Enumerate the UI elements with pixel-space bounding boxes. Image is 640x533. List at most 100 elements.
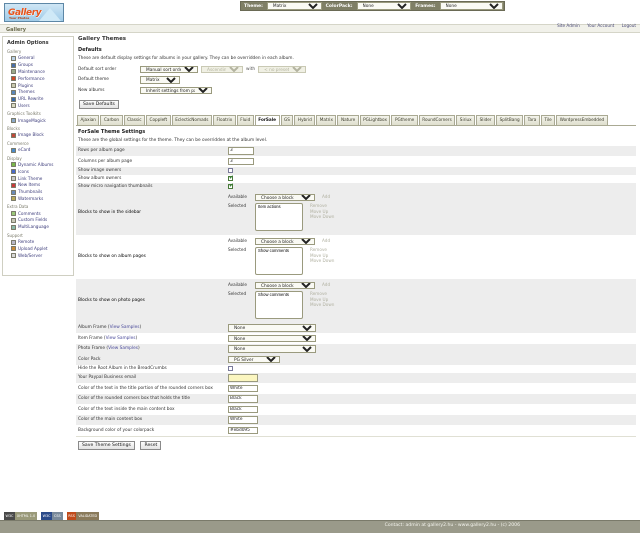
breadcrumb[interactable]: Gallery (6, 26, 27, 33)
sidebar-item-dynamic-albums[interactable]: Dynamic Albums (6, 162, 70, 169)
sidebar-item-users[interactable]: Users (6, 102, 70, 109)
sidebar-item-remote[interactable]: Remote (6, 239, 70, 246)
view-samples-link[interactable]: View Samples (109, 325, 140, 331)
color-pack-select[interactable]: PG Silver (228, 355, 280, 363)
move-down-link[interactable]: Move Down (310, 302, 335, 308)
available-block-select[interactable]: Choose a block (255, 237, 315, 246)
colorpack-select[interactable]: None (356, 2, 412, 10)
tab-nature[interactable]: Nature (337, 114, 359, 125)
remove-block-link[interactable]: Remove (310, 291, 327, 297)
selected-blocks-list[interactable]: Show comments (255, 247, 303, 276)
sidebar-item-performance[interactable]: Performance (6, 75, 70, 82)
sidebar-item-comments[interactable]: Comments (6, 210, 70, 217)
sidebar-item-watermarks[interactable]: Watermarks (6, 196, 70, 203)
tab-splitbang[interactable]: SplitBang (496, 114, 524, 125)
sidebar-item-icons[interactable]: Icons (6, 168, 70, 175)
tab-hybrid[interactable]: Hybrid (294, 114, 316, 125)
tab-matrix[interactable]: Matrix (316, 114, 337, 125)
your-account-link[interactable]: Your Account (587, 23, 615, 28)
save-theme-settings-button[interactable]: Save Theme Settings (78, 440, 135, 450)
selected-blocks-list[interactable]: Item actions (255, 203, 303, 232)
tab-pglightbox[interactable]: PGLightbox (359, 114, 391, 125)
validation-badge[interactable]: RSS VALIDATED (66, 512, 100, 520)
frame-select[interactable]: None (228, 345, 316, 353)
site-admin-link[interactable]: Site Admin (557, 23, 580, 28)
theme-select[interactable]: Matrix (266, 2, 322, 10)
setting-input[interactable] (228, 147, 254, 155)
tab-tile[interactable]: Tile (540, 114, 556, 125)
sidebar-item-multilanguage[interactable]: MultiLanguage (6, 224, 70, 231)
tab-tara[interactable]: Tara (524, 114, 540, 125)
save-defaults-button[interactable]: Save Defaults (79, 99, 119, 109)
view-samples-link[interactable]: View Samples (108, 346, 138, 352)
tab-slider[interactable]: Slider (476, 114, 496, 125)
setting-checkbox[interactable] (228, 183, 234, 189)
tab-siriux[interactable]: Siriux (456, 114, 476, 125)
sidebar-item-imagemagick[interactable]: ImageMagick (6, 117, 70, 124)
setting-checkbox[interactable] (228, 168, 233, 173)
tab-carbon[interactable]: Carbon (100, 114, 123, 125)
preset-select[interactable]: < no preset > (258, 65, 307, 73)
sidebar-item-custom-fields[interactable]: Custom Fields (6, 217, 70, 224)
tab-classic[interactable]: Classic (123, 114, 146, 125)
sidebar-item-ecard[interactable]: eCard (6, 147, 70, 154)
tab-forsale[interactable]: ForSale (254, 114, 280, 125)
sidebar-item-web-server[interactable]: Web/Server (6, 252, 70, 259)
tab-fluid[interactable]: Fluid (236, 114, 254, 125)
available-block-select[interactable]: Choose a block (255, 193, 315, 202)
tab-floatrix[interactable]: Floatrix (212, 114, 236, 125)
frames-select[interactable]: None (439, 2, 503, 10)
move-up-link[interactable]: Move Up (310, 208, 329, 214)
setting-checkbox[interactable] (228, 175, 234, 181)
setting-input[interactable] (228, 157, 254, 165)
tab-ajaxian[interactable]: Ajaxian (77, 114, 100, 125)
sidebar-item-upload-applet[interactable]: Upload Applet (6, 245, 70, 252)
sidebar-item-themes[interactable]: Themes (6, 89, 70, 96)
sidebar-item-url-rewrite[interactable]: URL Rewrite (6, 96, 70, 103)
sidebar-item-plugins[interactable]: Plugins (6, 82, 70, 89)
color-row-input[interactable] (228, 426, 258, 434)
frame-select[interactable]: None (228, 334, 316, 342)
selected-blocks-list[interactable]: Show comments (255, 291, 303, 320)
logout-link[interactable]: Logout (621, 23, 636, 28)
tab-roundcorners[interactable]: RoundCorners (418, 114, 456, 125)
move-down-link[interactable]: Move Down (310, 214, 335, 220)
sidebar-item-general[interactable]: General (6, 55, 70, 62)
remove-block-link[interactable]: Remove (310, 247, 327, 253)
color-row-input[interactable] (228, 405, 258, 413)
sort-direction-select[interactable]: Ascending (201, 65, 243, 73)
color-row-input[interactable] (228, 384, 258, 392)
hide-root-checkbox[interactable] (228, 366, 233, 371)
color-row-input[interactable] (228, 416, 258, 424)
remove-block-link[interactable]: Remove (310, 203, 327, 209)
move-down-link[interactable]: Move Down (310, 258, 335, 264)
add-block-link[interactable]: Add (322, 281, 331, 287)
tab-pgtheme[interactable]: PGtheme (391, 114, 418, 125)
tab-coppieft[interactable]: CoppIeft (146, 114, 171, 125)
sort-order-select[interactable]: Manual sort order (140, 65, 198, 73)
add-block-link[interactable]: Add (322, 237, 331, 243)
default-theme-select[interactable]: Matrix (140, 76, 180, 84)
tab-wordpressembedded[interactable]: WordpressEmbedded (556, 114, 608, 125)
frame-select[interactable]: None (228, 324, 316, 332)
tab-gs[interactable]: GS (280, 114, 294, 125)
color-row-input[interactable] (228, 395, 258, 403)
validation-badge[interactable]: W3C XHTML 1.0 (4, 512, 38, 520)
sidebar-item-groups[interactable]: Groups (6, 62, 70, 69)
paypal-email-input[interactable] (228, 374, 258, 382)
tab-eclecticnomads[interactable]: EclecticNomads (171, 114, 212, 125)
add-block-link[interactable]: Add (322, 193, 331, 199)
reset-button[interactable]: Reset (140, 440, 162, 450)
sidebar-item-new-items[interactable]: New Items (6, 182, 70, 189)
validation-badge[interactable]: W3C CSS (41, 512, 63, 520)
sidebar-item-image-block[interactable]: Image Block (6, 132, 70, 139)
move-up-link[interactable]: Move Up (310, 296, 329, 302)
new-albums-select[interactable]: Inherit settings from parent album (140, 86, 212, 94)
available-block-select[interactable]: Choose a block (255, 281, 315, 290)
view-samples-link[interactable]: View Samples (105, 335, 136, 341)
move-up-link[interactable]: Move Up (310, 252, 329, 258)
sidebar-item-thumbnails[interactable]: Thumbnails (6, 189, 70, 196)
gallery-logo[interactable]: Gallery Your Photos (4, 3, 64, 22)
sidebar-item-maintenance[interactable]: Maintenance (6, 69, 70, 76)
sidebar-item-link-theme[interactable]: Link Theme (6, 175, 70, 182)
